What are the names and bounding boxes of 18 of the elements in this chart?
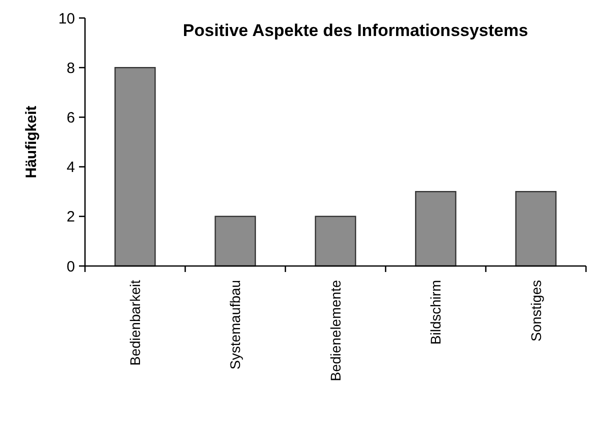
y-axis-title: Häufigkeit xyxy=(23,106,40,178)
bar xyxy=(415,191,456,267)
y-tick-label: 4 xyxy=(66,159,75,176)
y-tick-label: 10 xyxy=(58,10,75,28)
bar xyxy=(214,216,256,267)
x-tick-label: Sonstiges xyxy=(528,280,544,342)
bar xyxy=(314,216,356,267)
bar xyxy=(114,67,156,267)
y-tick-label: 0 xyxy=(66,258,75,276)
y-tick-label: 6 xyxy=(66,109,75,126)
x-tick-label: Bildschirm xyxy=(428,280,444,345)
x-tick-label: Systemaufbau xyxy=(227,280,244,370)
x-tick-label: Bedienelemente xyxy=(327,280,344,382)
y-tick-label: 2 xyxy=(66,208,75,226)
chart-title: Positive Aspekte des Informationssystems xyxy=(182,21,528,40)
y-tick-label: 8 xyxy=(66,60,75,77)
x-tick-label: Bedienbarkeit xyxy=(127,280,143,366)
bar xyxy=(515,191,557,267)
